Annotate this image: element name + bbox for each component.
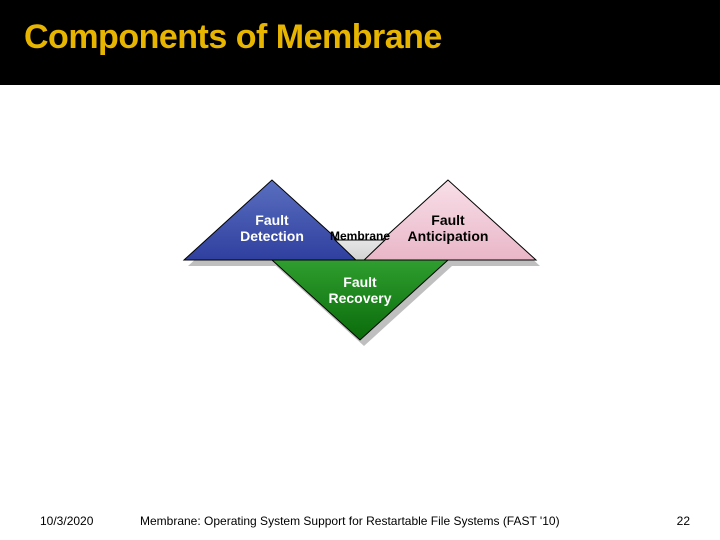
membrane-triangle-diagram: FaultDetectionFaultAnticipationMembraneF… bbox=[0, 85, 720, 445]
title-bar: Components of Membrane bbox=[0, 0, 720, 85]
label-fault-recovery: FaultRecovery bbox=[280, 274, 440, 306]
slide-title: Components of Membrane bbox=[24, 18, 720, 57]
footer-date: 10/3/2020 bbox=[40, 514, 93, 528]
label-membrane: Membrane bbox=[280, 230, 440, 244]
diagram-svg bbox=[0, 85, 720, 445]
footer-caption: Membrane: Operating System Support for R… bbox=[140, 514, 560, 528]
footer-page-number: 22 bbox=[677, 514, 690, 528]
